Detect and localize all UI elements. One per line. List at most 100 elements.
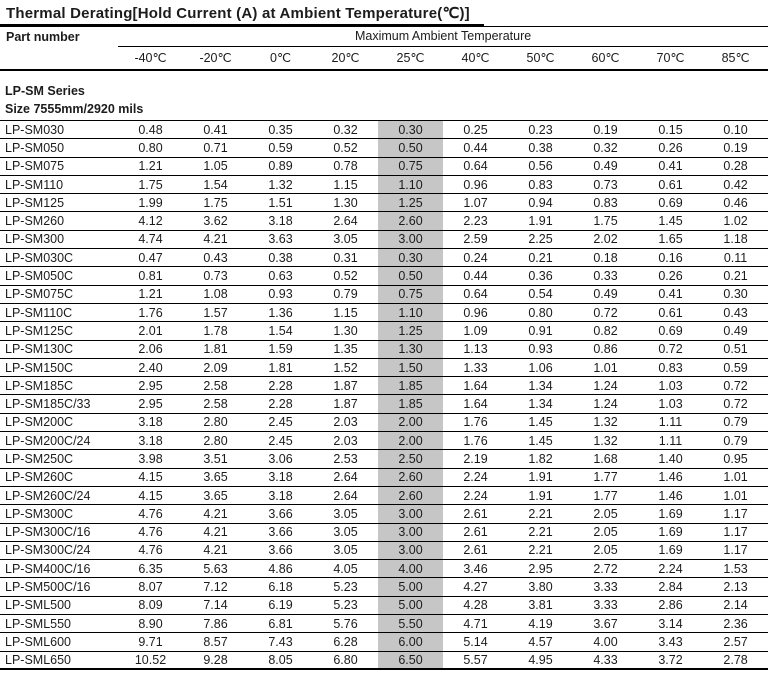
value-cell: 1.17 bbox=[703, 541, 768, 561]
value-cell: 1.30 bbox=[313, 193, 378, 213]
part-number-cell: LP-SM250C bbox=[0, 449, 118, 469]
value-cell: 6.35 bbox=[118, 559, 183, 579]
value-cell: 0.19 bbox=[703, 138, 768, 158]
part-number-cell: LP-SM300C/24 bbox=[0, 541, 118, 561]
value-cell-highlighted: 6.00 bbox=[378, 632, 443, 652]
value-cell: 2.95 bbox=[118, 376, 183, 396]
table-row: LP-SM075C 1.21 1.08 0.93 0.79 0.75 0.64 0.54 0.4… bbox=[0, 285, 768, 304]
value-cell: 1.11 bbox=[638, 431, 703, 451]
page-title-row: Thermal Derating[Hold Current (A) at Amb… bbox=[0, 0, 768, 27]
part-number-cell: LP-SM400C/16 bbox=[0, 559, 118, 579]
value-cell: 0.21 bbox=[703, 266, 768, 286]
table-row: LP-SM300C/16 4.76 4.21 3.66 3.05 3.00 2.61 2.21… bbox=[0, 523, 768, 542]
value-cell: 2.06 bbox=[118, 340, 183, 359]
value-cell: 0.31 bbox=[313, 248, 378, 268]
value-cell: 1.34 bbox=[508, 394, 573, 414]
value-cell: 2.86 bbox=[638, 596, 703, 616]
value-cell: 2.72 bbox=[573, 559, 638, 579]
value-cell: 0.54 bbox=[508, 285, 573, 304]
value-cell: 2.05 bbox=[573, 541, 638, 561]
value-cell: 1.45 bbox=[638, 211, 703, 231]
value-cell: 0.56 bbox=[508, 157, 573, 176]
value-cell: 8.09 bbox=[118, 596, 183, 616]
value-cell: 0.41 bbox=[183, 119, 248, 140]
value-cell: 0.38 bbox=[248, 248, 313, 268]
value-cell: 1.24 bbox=[573, 376, 638, 396]
value-cell: 0.72 bbox=[638, 340, 703, 359]
value-cell: 2.45 bbox=[248, 413, 313, 433]
table-row: LP-SM260 4.12 3.62 3.18 2.64 2.60 2.23 1.91 1.75… bbox=[0, 211, 768, 231]
size-section-row: Size 7555mm/2920 mils bbox=[0, 100, 768, 121]
part-number-cell: LP-SM300 bbox=[0, 230, 118, 250]
value-cell-highlighted: 3.00 bbox=[378, 523, 443, 542]
value-cell: 3.62 bbox=[183, 211, 248, 231]
value-cell: 4.76 bbox=[118, 504, 183, 524]
part-number-cell: LP-SML650 bbox=[0, 651, 118, 671]
value-cell: 2.61 bbox=[443, 523, 508, 542]
value-cell: 0.49 bbox=[703, 321, 768, 341]
value-cell: 0.81 bbox=[118, 266, 183, 286]
value-cell: 1.64 bbox=[443, 376, 508, 396]
part-number-cell: LP-SM200C bbox=[0, 413, 118, 433]
value-cell: 4.95 bbox=[508, 651, 573, 671]
value-cell: 3.63 bbox=[248, 230, 313, 250]
value-cell: 1.33 bbox=[443, 358, 508, 378]
value-cell-highlighted: 2.00 bbox=[378, 413, 443, 433]
value-cell: 2.14 bbox=[703, 596, 768, 616]
part-number-cell: LP-SM030 bbox=[0, 119, 118, 140]
temp-column-header: -20℃ bbox=[183, 46, 248, 71]
value-cell: 4.12 bbox=[118, 211, 183, 231]
value-cell: 2.21 bbox=[508, 504, 573, 524]
value-cell: 1.75 bbox=[573, 211, 638, 231]
value-cell: 6.28 bbox=[313, 632, 378, 652]
value-cell: 3.18 bbox=[248, 211, 313, 231]
value-cell: 3.33 bbox=[573, 596, 638, 616]
value-cell: 2.64 bbox=[313, 211, 378, 231]
value-cell: 0.26 bbox=[638, 266, 703, 286]
thermal-derating-table: Part number Maximum Ambient Temperature … bbox=[0, 27, 768, 671]
value-cell: 0.59 bbox=[703, 358, 768, 378]
part-number-cell: LP-SM300C bbox=[0, 504, 118, 524]
value-cell: 3.80 bbox=[508, 577, 573, 597]
value-cell: 2.45 bbox=[248, 431, 313, 451]
value-cell: 3.66 bbox=[248, 523, 313, 542]
value-cell: 3.05 bbox=[313, 230, 378, 250]
value-cell: 4.21 bbox=[183, 504, 248, 524]
value-cell: 7.43 bbox=[248, 632, 313, 652]
value-cell: 6.81 bbox=[248, 614, 313, 634]
temp-column-header: 70℃ bbox=[638, 46, 703, 71]
table-row: LP-SM300C/24 4.76 4.21 3.66 3.05 3.00 2.61 2.21… bbox=[0, 541, 768, 561]
value-cell: 2.03 bbox=[313, 431, 378, 451]
temperature-header-row: -40℃ -20℃ 0℃ 20℃ 25℃ 40℃ 50℃ 60℃ 70℃ 85℃ bbox=[0, 46, 768, 71]
value-cell: 0.10 bbox=[703, 119, 768, 140]
value-cell: 1.54 bbox=[248, 321, 313, 341]
table-row: LP-SML650 10.52 9.28 8.05 6.80 6.50 5.57 4.95 4.… bbox=[0, 651, 768, 671]
series-section-row: LP-SM Series bbox=[0, 70, 768, 100]
value-cell: 4.05 bbox=[313, 559, 378, 579]
value-cell: 0.48 bbox=[118, 119, 183, 140]
value-cell: 0.16 bbox=[638, 248, 703, 268]
value-cell-highlighted: 1.30 bbox=[378, 340, 443, 359]
value-cell: 3.18 bbox=[248, 468, 313, 487]
value-cell: 7.14 bbox=[183, 596, 248, 616]
value-cell: 0.93 bbox=[248, 285, 313, 304]
value-cell: 3.06 bbox=[248, 449, 313, 469]
value-cell-highlighted: 2.50 bbox=[378, 449, 443, 469]
value-cell: 3.72 bbox=[638, 651, 703, 671]
value-cell: 2.64 bbox=[313, 486, 378, 506]
value-cell: 2.19 bbox=[443, 449, 508, 469]
value-cell: 0.73 bbox=[573, 175, 638, 195]
value-cell: 2.84 bbox=[638, 577, 703, 597]
value-cell-highlighted: 4.00 bbox=[378, 559, 443, 579]
value-cell: 3.33 bbox=[573, 577, 638, 597]
value-cell-highlighted: 0.75 bbox=[378, 157, 443, 176]
part-number-cell: LP-SM150C bbox=[0, 358, 118, 378]
value-cell: 5.23 bbox=[313, 577, 378, 597]
value-cell: 0.89 bbox=[248, 157, 313, 176]
table-row: LP-SM250C 3.98 3.51 3.06 2.53 2.50 2.19 1.82 1.6… bbox=[0, 449, 768, 469]
table-row: LP-SML500 8.09 7.14 6.19 5.23 5.00 4.28 3.81 3.3… bbox=[0, 596, 768, 616]
value-cell: 2.24 bbox=[443, 486, 508, 506]
value-cell-highlighted: 0.50 bbox=[378, 138, 443, 158]
value-cell: 0.11 bbox=[703, 248, 768, 268]
value-cell: 0.61 bbox=[638, 175, 703, 195]
